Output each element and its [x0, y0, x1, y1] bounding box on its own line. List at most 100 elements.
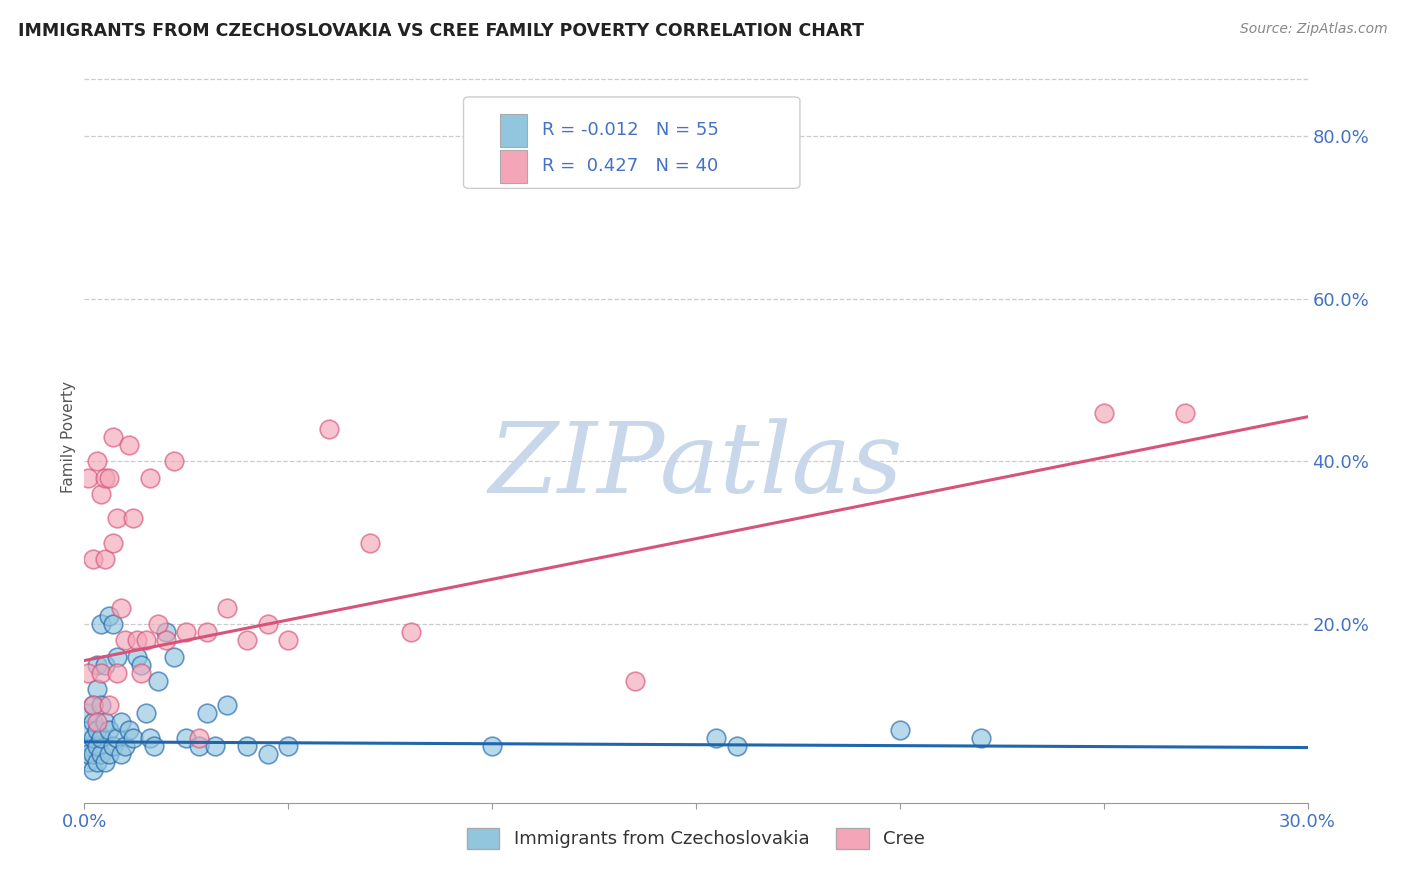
Point: [277, 739, 299, 753]
Point: [105, 511, 128, 525]
Point: [135, 706, 157, 721]
Point: [624, 673, 647, 688]
Point: [122, 511, 145, 525]
Legend: Immigrants from Czechoslovakia, Cree: Immigrants from Czechoslovakia, Cree: [460, 821, 932, 856]
Point: [1092, 406, 1115, 420]
Point: [82, 714, 104, 729]
Point: [90, 698, 112, 713]
Point: [146, 617, 169, 632]
Point: [174, 625, 197, 640]
Point: [257, 617, 280, 632]
Point: [86, 454, 108, 468]
Point: [105, 665, 128, 680]
Point: [138, 471, 160, 485]
Point: [195, 625, 218, 640]
Point: [82, 698, 104, 713]
Point: [127, 633, 149, 648]
Point: [236, 739, 259, 753]
Point: [97, 471, 120, 485]
Point: [86, 755, 108, 769]
Point: [1174, 406, 1197, 420]
Point: [86, 739, 108, 753]
Point: [77, 706, 100, 721]
Point: [187, 731, 209, 745]
Point: [97, 747, 120, 761]
Point: [90, 487, 112, 501]
Point: [82, 552, 104, 566]
Point: [97, 608, 120, 623]
Point: [155, 625, 177, 640]
Point: [97, 698, 120, 713]
Point: [90, 731, 112, 745]
Point: [481, 739, 503, 753]
Point: [118, 723, 141, 737]
Point: [105, 731, 128, 745]
Point: [970, 731, 993, 745]
Point: [82, 698, 104, 713]
Point: [217, 600, 239, 615]
Text: Source: ZipAtlas.com: Source: ZipAtlas.com: [1240, 22, 1388, 37]
Point: [146, 673, 169, 688]
Point: [118, 438, 141, 452]
Point: [77, 747, 100, 761]
Point: [889, 723, 911, 737]
Point: [77, 755, 100, 769]
Point: [97, 723, 120, 737]
Point: [82, 731, 104, 745]
Point: [257, 747, 280, 761]
Point: [77, 723, 100, 737]
Point: [277, 633, 299, 648]
Point: [101, 739, 124, 753]
Point: [127, 649, 149, 664]
Point: [86, 723, 108, 737]
Point: [93, 657, 115, 672]
Point: [101, 617, 124, 632]
Point: [217, 698, 239, 713]
Point: [725, 739, 748, 753]
Text: R = -0.012   N = 55: R = -0.012 N = 55: [541, 121, 718, 139]
Point: [77, 665, 100, 680]
Point: [93, 755, 115, 769]
Point: [101, 535, 124, 549]
FancyBboxPatch shape: [464, 97, 800, 188]
Point: [101, 430, 124, 444]
Point: [90, 747, 112, 761]
Point: [86, 714, 108, 729]
Point: [131, 665, 153, 680]
Point: [399, 625, 422, 640]
Point: [359, 535, 381, 549]
Point: [163, 649, 186, 664]
Point: [135, 633, 157, 648]
Point: [82, 764, 104, 778]
Point: [93, 471, 115, 485]
Point: [93, 714, 115, 729]
Point: [82, 747, 104, 761]
Point: [110, 714, 132, 729]
Point: [236, 633, 259, 648]
Point: [77, 471, 100, 485]
Point: [163, 454, 186, 468]
Point: [122, 731, 145, 745]
Point: [142, 739, 165, 753]
Point: [90, 665, 112, 680]
Text: R =  0.427   N = 40: R = 0.427 N = 40: [541, 157, 718, 175]
Point: [174, 731, 197, 745]
Point: [706, 731, 728, 745]
Point: [90, 617, 112, 632]
Point: [114, 739, 136, 753]
Text: ZIPatlas: ZIPatlas: [489, 418, 903, 514]
Point: [114, 633, 136, 648]
Text: IMMIGRANTS FROM CZECHOSLOVAKIA VS CREE FAMILY POVERTY CORRELATION CHART: IMMIGRANTS FROM CZECHOSLOVAKIA VS CREE F…: [18, 22, 865, 40]
Point: [155, 633, 177, 648]
FancyBboxPatch shape: [501, 113, 527, 146]
Point: [105, 649, 128, 664]
Point: [77, 739, 100, 753]
Point: [195, 706, 218, 721]
Point: [131, 657, 153, 672]
Point: [86, 657, 108, 672]
FancyBboxPatch shape: [501, 150, 527, 183]
Point: [93, 552, 115, 566]
Point: [110, 747, 132, 761]
Point: [318, 422, 340, 436]
Point: [86, 681, 108, 696]
